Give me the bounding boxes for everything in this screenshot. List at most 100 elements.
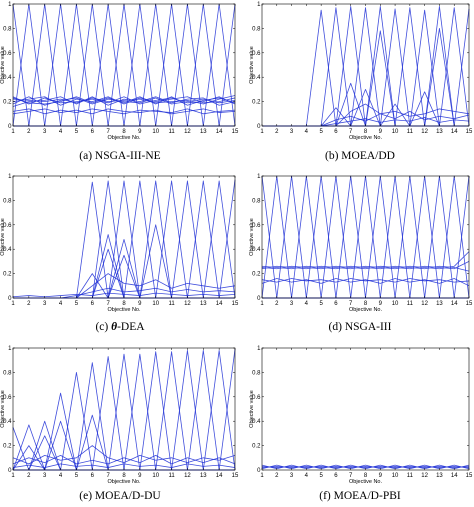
series-line-7	[13, 3, 235, 127]
y-tick-label: 0.6	[3, 51, 12, 57]
y-tick-label: 0	[257, 124, 261, 130]
y-tick-label: 0	[8, 296, 12, 302]
caption-c-prefix: (c)	[95, 321, 111, 333]
x-tick-label: 14	[216, 301, 223, 307]
y-axis-label: Objective value	[0, 218, 6, 256]
x-tick-label: 1	[260, 129, 264, 135]
x-tick-label: 3	[43, 129, 47, 135]
series-line-10	[13, 179, 236, 299]
y-tick-label: 0.2	[3, 100, 12, 106]
x-tick-label: 5	[319, 129, 323, 135]
x-tick-label: 3	[43, 301, 47, 307]
x-tick-label: 13	[200, 473, 207, 479]
y-tick-label: 0.4	[3, 75, 12, 81]
x-tick-label: 14	[216, 129, 223, 135]
y-tick-label: 0.8	[3, 198, 12, 204]
x-axis-label: Objective No.	[107, 135, 140, 141]
chart-panel-1: 1 2 3 4 5 6 7 8 9 10 11 12 13 14 1500.20.40.60.81Objec…	[0, 2, 239, 141]
y-tick-label: 1	[257, 174, 261, 180]
series-line-8	[13, 3, 235, 127]
x-tick-label: 15	[466, 301, 473, 307]
x-tick-label: 2	[275, 301, 279, 307]
caption-c-suffix: -DEA	[117, 321, 145, 333]
series-line-20	[261, 278, 470, 287]
x-tick-label: 6	[91, 301, 95, 307]
series-line-4	[262, 7, 469, 127]
series-line-8	[13, 353, 235, 471]
series-line-2	[12, 3, 235, 127]
y-tick-label: 0.2	[252, 100, 261, 106]
x-tick-label: 8	[364, 473, 368, 479]
series-line-22	[12, 108, 236, 115]
series-line-14	[13, 248, 235, 299]
x-tick-label: 12	[184, 473, 191, 479]
y-tick-label: 1	[8, 2, 12, 8]
y-tick-label: 0.8	[252, 198, 261, 204]
x-tick-label: 3	[43, 473, 47, 479]
y-tick-label: 1	[8, 174, 12, 180]
x-tick-label: 11	[407, 473, 414, 479]
series-line-12	[13, 350, 235, 471]
x-tick-label: 12	[184, 129, 191, 135]
series-line-8	[262, 9, 469, 127]
x-tick-label: 3	[290, 129, 294, 135]
x-tick-label: 10	[392, 473, 399, 479]
x-tick-label: 11	[407, 129, 414, 135]
y-tick-label: 0.2	[252, 444, 261, 450]
plot-frame	[12, 3, 236, 127]
y-tick-label: 0.8	[252, 370, 261, 376]
x-tick-label: 1	[260, 473, 264, 479]
series-line-3	[261, 465, 470, 468]
series-line-11	[13, 351, 235, 471]
x-tick-label: 9	[138, 129, 142, 135]
x-tick-label: 1	[260, 301, 264, 307]
y-tick-label: 0.4	[252, 75, 261, 81]
x-tick-label: 10	[152, 473, 159, 479]
y-tick-label: 0	[257, 296, 261, 302]
chart-panel-3: 1 2 3 4 5 6 7 8 9 10 11 12 13 14 1500.20.40.60.81Objec…	[0, 174, 239, 313]
series-line-6	[262, 8, 469, 127]
plot-frame	[12, 347, 236, 471]
y-axis-label: Objective value	[0, 390, 6, 428]
series-line-19	[261, 278, 470, 283]
series-line-9	[262, 6, 469, 127]
chart-panel-6: 1 2 3 4 5 6 7 8 9 10 11 12 13 14 1500.20.40.60.81Objec…	[249, 346, 473, 485]
x-tick-label: 7	[106, 473, 110, 479]
x-tick-label: 10	[152, 129, 159, 135]
x-tick-label: 12	[421, 301, 428, 307]
series-line-13	[13, 350, 235, 471]
y-tick-label: 0.6	[252, 223, 261, 229]
series-line-9	[13, 353, 235, 471]
x-tick-label: 5	[319, 473, 323, 479]
y-tick-label: 0	[8, 124, 12, 130]
x-tick-label: 6	[334, 129, 338, 135]
plot-frame	[261, 3, 470, 127]
series-line-13	[13, 3, 235, 127]
x-tick-label: 4	[305, 473, 309, 479]
y-tick-label: 1	[257, 2, 261, 8]
x-tick-label: 15	[232, 473, 239, 479]
x-tick-label: 1	[11, 129, 15, 135]
x-tick-label: 5	[75, 301, 79, 307]
x-tick-label: 13	[200, 301, 207, 307]
x-axis-label: Objective No.	[107, 479, 140, 485]
series-line-6	[13, 362, 235, 471]
x-tick-label: 11	[168, 129, 175, 135]
x-tick-label: 2	[27, 301, 31, 307]
x-tick-label: 7	[349, 301, 353, 307]
series-line-16	[12, 95, 236, 105]
y-tick-label: 0.6	[252, 395, 261, 401]
x-tick-label: 9	[379, 129, 383, 135]
y-axis-label: Objective value	[249, 390, 255, 428]
x-tick-label: 15	[466, 473, 473, 479]
y-tick-label: 0.4	[252, 419, 261, 425]
x-tick-label: 1	[11, 473, 15, 479]
series-line-1	[12, 3, 235, 127]
x-tick-label: 9	[379, 301, 383, 307]
series-line-21	[12, 96, 236, 106]
x-tick-label: 10	[392, 129, 399, 135]
x-tick-label: 9	[138, 301, 142, 307]
x-tick-label: 5	[75, 473, 79, 479]
series-line-10	[13, 351, 235, 471]
series-line-7	[13, 356, 235, 471]
